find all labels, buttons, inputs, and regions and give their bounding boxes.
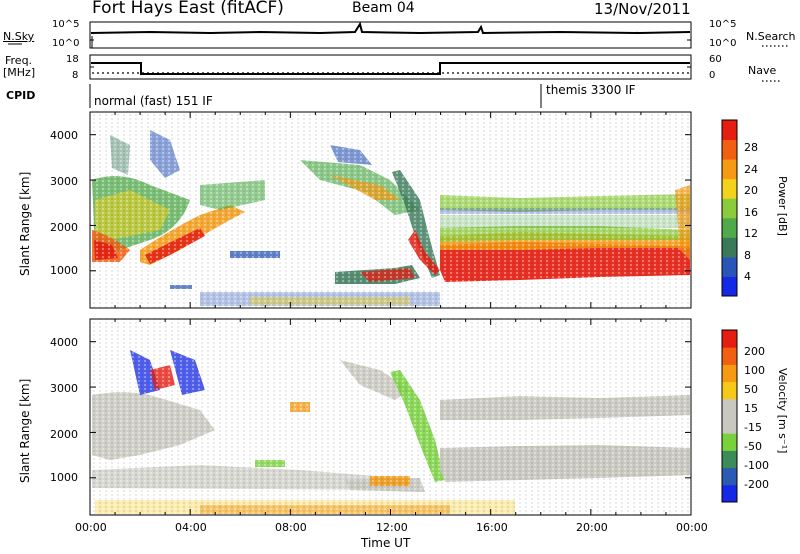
colorbar-swatch [722,120,737,141]
noise-sky-line [90,21,691,35]
power-ytick-1000: 1000 [50,264,78,277]
power-cbar-tick-16: 16 [744,206,758,219]
x-axis-title: Time UT [361,536,411,550]
colorbar-swatch [722,364,737,383]
colorbar-swatch [722,198,737,219]
xtick-3: 12:00 [376,521,408,534]
cpid-panel [89,84,542,108]
colorbar-frame [721,119,738,297]
vel-cbar-tick-50: 50 [744,383,758,396]
freq-unit-label: [MHz] [3,66,36,79]
velocity-ytick-4000: 4000 [50,336,78,349]
vel-cbar-tick-neg100: -100 [744,459,769,472]
xtick-2: 08:00 [275,521,307,534]
noise-panel [89,21,692,49]
freq-panel [89,54,692,80]
freq-tick-bottom: 8 [72,70,79,81]
power-colorbar [721,119,738,297]
power-ylabel: Slant Range [km] [18,171,32,276]
velocity-data [90,319,691,515]
velocity-panel [89,318,692,516]
vel-cbar-tick-200: 200 [744,345,765,358]
power-cbar-tick-8: 8 [744,249,751,262]
xtick-1: 04:00 [175,521,207,534]
cpid-segment-1: normal (fast) 151 IF [94,94,213,108]
noise-search-label: N.Search [746,30,796,43]
colorbar-swatch [722,330,737,348]
colorbar-swatch [722,398,737,417]
colorbar-swatch [722,139,737,160]
vel-cbar-tick-neg15: -15 [744,421,762,434]
power-cbar-tick-24: 24 [744,163,758,176]
velocity-ytick-3000: 3000 [50,382,78,395]
vel-cbar-tick-neg50: -50 [744,440,762,453]
power-cbar-tick-28: 28 [744,141,758,154]
power-ytick-4000: 4000 [50,129,78,142]
noise-right-tick-top: 10^5 [709,19,737,30]
colorbar-frame [721,329,738,503]
date-label: 13/Nov/2011 [594,0,691,18]
colorbar-swatch [722,467,737,486]
power-cbar-tick-12: 12 [744,227,758,240]
freq-line [91,62,690,75]
power-ytick-3000: 3000 [50,175,78,188]
vel-cbar-tick-15: 15 [744,402,758,415]
colorbar-swatch [722,433,737,451]
xtick-0: 00:00 [75,521,107,534]
colorbar-swatch [722,217,737,238]
power-ytick-2000: 2000 [50,221,78,234]
colorbar-swatch [722,276,737,297]
vel-cbar-tick-100: 100 [744,364,765,377]
nave-label: Nave [748,64,777,77]
freq-tick-top: 18 [66,54,79,65]
colorbar-swatch [722,159,737,180]
beam-label: Beam 04 [352,0,415,16]
colorbar-swatch [722,347,737,365]
colorbar-swatch [722,237,737,258]
colorbar-swatch [722,416,737,434]
colorbar-swatch [722,484,737,503]
cpid-label: CPID [6,89,36,102]
power-data [90,112,691,308]
nave-tick-top: 60 [709,54,722,65]
colorbar-swatch [722,178,737,199]
velocity-ytick-1000: 1000 [50,471,78,484]
colorbar-swatch [722,256,737,277]
vel-cbar-tick-neg200: -200 [744,478,769,491]
power-cbar-tick-20: 20 [744,184,758,197]
colorbar-swatch [722,450,737,469]
cpid-segment-2: themis 3300 IF [546,83,636,97]
noise-left-tick-top: 10^5 [52,19,80,30]
colorbar-swatch [722,381,737,400]
freq-label: Freq. [5,54,33,67]
velocity-ylabel: Slant Range [km] [18,378,32,483]
axis-ticks [89,112,692,515]
velocity-colorbar-title: Velocity [m s⁻¹] [776,368,789,454]
nave-tick-bottom: 0 [709,70,716,81]
xtick-4: 16:00 [476,521,508,534]
xtick-6: 00:00 [676,521,708,534]
noise-left-tick-bottom: 10^0 [52,38,80,49]
xtick-5: 20:00 [576,521,608,534]
velocity-colorbar [721,329,738,503]
power-panel [89,111,692,309]
noise-sky-label: N.Sky [3,30,35,43]
power-cbar-tick-4: 4 [744,270,751,283]
velocity-ytick-2000: 2000 [50,428,78,441]
noise-right-tick-bottom: 10^0 [709,38,737,49]
radar-title: Fort Hays East (fitACF) [92,0,284,18]
power-colorbar-title: Power [dB] [776,176,789,236]
